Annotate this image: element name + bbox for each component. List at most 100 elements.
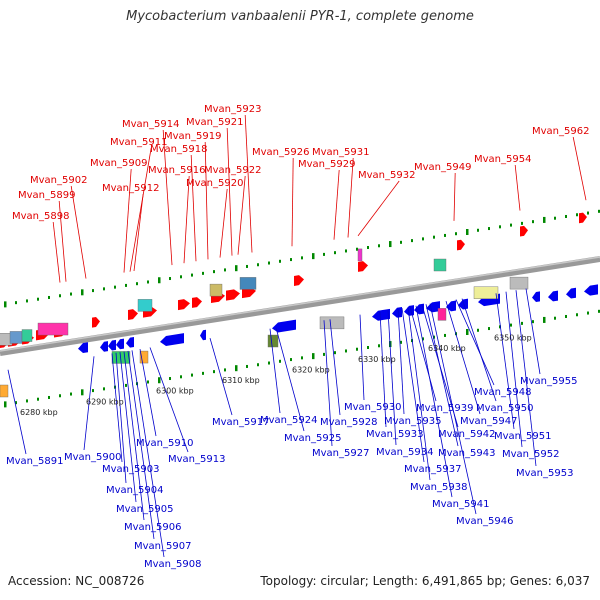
reverse-gene (78, 342, 88, 353)
lower-tick (246, 364, 248, 368)
gene-label-top: Mvan_5923 (204, 104, 261, 115)
forward-gene (226, 289, 240, 301)
upper-tick (312, 253, 315, 260)
gene-label-top: Mvan_5962 (532, 126, 589, 137)
gene-label-top: Mvan_5920 (186, 178, 243, 189)
reverse-gene (116, 338, 124, 350)
lower-tick (422, 337, 424, 341)
leader-line (359, 314, 365, 401)
scale-label: 6340 kbp (428, 344, 466, 353)
lower-tick (433, 335, 435, 339)
lower-tick (15, 401, 17, 405)
gene-label-bottom: Mvan_5955 (520, 376, 577, 387)
backbone-highlight (0, 256, 600, 352)
upper-tick (455, 232, 457, 236)
lower-tick (466, 328, 469, 335)
leader-line (162, 129, 173, 266)
lower-tick (235, 365, 238, 372)
reverse-gene (200, 329, 206, 341)
lower-tick (202, 371, 204, 375)
lower-tick (169, 377, 171, 381)
gene-label-bottom: Mvan_5906 (124, 522, 181, 533)
backbone (0, 256, 600, 356)
upper-tick (411, 239, 413, 243)
leader-line (209, 337, 233, 416)
forward-gene (192, 297, 202, 308)
gene-label-top: Mvan_5909 (90, 158, 147, 169)
leader-line (275, 327, 305, 432)
label-leader-lines (7, 114, 587, 558)
upper-tick (301, 256, 303, 260)
scale-label: 6300 kbp (156, 387, 194, 396)
gene-label-top: Mvan_5932 (358, 170, 415, 181)
reverse-gene (372, 308, 390, 321)
leader-line (183, 175, 190, 264)
leader-line (429, 303, 477, 515)
lower-tick (367, 346, 369, 350)
feature-box (357, 248, 363, 262)
upper-tick (81, 289, 84, 296)
gene-label-top: Mvan_5916 (148, 165, 205, 176)
lower-tick (81, 389, 84, 396)
scale-label: 6320 kbp (292, 365, 330, 374)
upper-tick (4, 301, 7, 308)
upper-tick (59, 294, 61, 298)
lower-tick (290, 358, 292, 362)
upper-tick (378, 244, 380, 248)
forward-gene (92, 316, 100, 328)
upper-tick (598, 209, 600, 213)
gene-label-bottom: Mvan_5943 (438, 448, 495, 459)
leader-line (461, 298, 497, 402)
lower-tick (521, 321, 523, 325)
upper-tick (543, 216, 546, 223)
forward-gene (358, 261, 368, 272)
lower-tick (510, 323, 512, 327)
leader-line (58, 200, 67, 282)
feature-box (37, 322, 69, 336)
lower-tick (301, 356, 303, 360)
leader-line (139, 348, 157, 437)
gene-label-bottom: Mvan_5917 (212, 417, 269, 428)
gene-label-top: Mvan_5929 (298, 159, 355, 170)
leader-line (119, 352, 137, 503)
leader-line (244, 114, 253, 253)
gene-label-bottom: Mvan_5913 (168, 454, 225, 465)
leader-line (129, 147, 152, 272)
gene-label-bottom: Mvan_5928 (320, 417, 377, 428)
gene-label-bottom: Mvan_5905 (116, 504, 173, 515)
upper-tick (554, 216, 556, 220)
upper-tick (334, 251, 336, 255)
lower-tick (554, 316, 556, 320)
gene-label-top: Mvan_5931 (312, 147, 369, 158)
leader-line (409, 306, 437, 402)
leader-line (515, 290, 537, 467)
reverse-gene (108, 339, 116, 351)
upper-tick (521, 221, 523, 225)
gene-label-bottom: Mvan_5904 (106, 485, 163, 496)
leader-line (347, 157, 354, 238)
leader-line (415, 305, 453, 498)
leader-line (291, 157, 294, 247)
leader-line (52, 221, 61, 283)
lower-tick (345, 349, 347, 353)
upper-tick (26, 299, 28, 303)
gene-label-bottom: Mvan_5941 (432, 499, 489, 510)
gene-label-bottom: Mvan_5950 (476, 403, 533, 414)
gene-label-bottom: Mvan_5947 (460, 416, 517, 427)
lower-tick (103, 387, 105, 391)
scale-label: 6350 kbp (494, 334, 532, 343)
gene-label-bottom: Mvan_5952 (502, 449, 559, 460)
gene-label-bottom: Mvan_5891 (6, 456, 63, 467)
forward-gene (457, 239, 465, 251)
scale-label: 6280 kbp (20, 408, 58, 417)
leader-line (333, 169, 340, 240)
reverse-gene (272, 319, 296, 333)
lower-tick (312, 353, 315, 360)
leader-line (190, 154, 197, 262)
reverse-gene (548, 290, 558, 302)
gene-label-top: Mvan_5922 (204, 165, 261, 176)
leader-line (149, 347, 189, 453)
lower-tick (158, 377, 161, 384)
gene-label-bottom: Mvan_5937 (404, 464, 461, 475)
leader-line (525, 288, 541, 375)
